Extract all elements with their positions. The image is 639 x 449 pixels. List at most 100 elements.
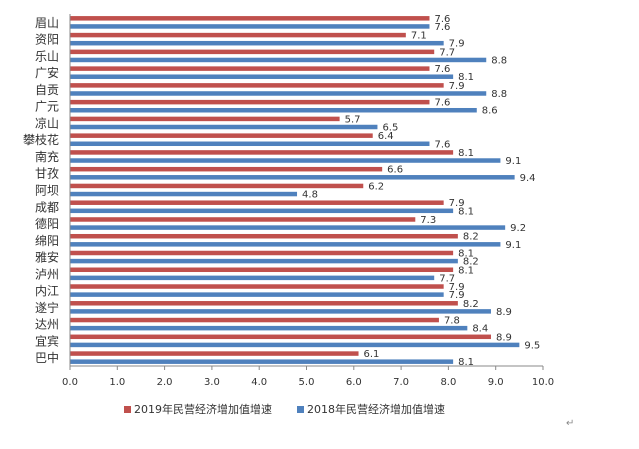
data-label-s0-1: 7.1 [411,31,427,42]
category-label-17: 遂宁 [35,300,59,315]
category-label-12: 德阳 [35,216,59,231]
bar-s1-18 [70,325,468,331]
category-label-0: 眉山 [35,16,59,30]
data-label-s1-11: 8.1 [458,206,474,217]
category-label-4: 自贡 [35,83,59,97]
bar-s1-5 [70,107,477,113]
data-label-s1-2: 8.8 [491,55,507,66]
x-tick-label-10: 10.0 [532,377,554,388]
bar-s0-2 [70,49,435,55]
bar-s1-11 [70,208,454,214]
category-label-1: 资阳 [35,33,59,47]
bar-s1-9 [70,175,515,180]
data-label-s0-5: 7.6 [434,98,450,109]
category-label-7: 攀枝花 [23,132,59,147]
data-label-s1-19: 9.5 [524,340,540,351]
category-label-11: 成都 [35,200,59,214]
data-label-s0-14: 8.1 [458,248,474,259]
bar-s1-12 [70,225,506,230]
bar-s1-19 [70,342,520,348]
bar-s1-1 [70,40,444,46]
category-labels: 眉山资阳乐山广安自贡广元凉山攀枝花南充甘孜阿坝成都德阳绵阳雅安泸州内江遂宁达州宜… [23,16,59,365]
bar-s0-5 [70,99,430,105]
data-label-s1-17: 8.9 [496,307,512,318]
category-label-14: 雅安 [35,250,59,265]
bar-s0-14 [70,250,454,256]
data-label-s0-7: 6.4 [378,131,394,142]
data-label-s0-15: 8.1 [458,265,474,276]
data-label-s0-6: 5.7 [345,114,361,125]
data-label-s0-11: 7.9 [449,198,465,209]
data-label-s1-3: 8.1 [458,72,474,83]
data-label-s0-20: 6.1 [364,349,380,360]
x-tick-label-0: 0.0 [62,377,78,388]
category-label-20: 巴中 [35,350,59,365]
bar-s0-13 [70,233,458,239]
data-label-s1-1: 7.9 [449,39,465,50]
data-label-s1-15: 7.7 [439,273,455,284]
bar-s1-13 [70,242,501,247]
category-label-9: 甘孜 [35,167,59,181]
data-label-s1-5: 8.6 [482,106,498,117]
bar-s0-7 [70,133,373,138]
bar-s0-4 [70,83,444,88]
x-tick-label-7: 7.0 [393,377,409,388]
bar-s1-4 [70,91,487,96]
category-label-13: 绵阳 [35,234,59,248]
bar-s0-15 [70,267,454,273]
data-label-s1-4: 8.8 [491,89,507,100]
x-tick-label-5: 5.0 [299,377,315,388]
category-label-5: 广元 [35,100,59,114]
data-label-s1-9: 9.4 [520,173,536,184]
x-tick-label-8: 8.0 [440,377,456,388]
category-label-16: 内江 [35,284,59,298]
bar-s1-8 [70,158,501,163]
data-label-s0-18: 7.8 [444,316,460,327]
category-label-10: 阿坝 [35,184,59,198]
bar-s0-1 [70,32,406,38]
data-label-s1-0: 7.6 [434,22,450,33]
bar-s1-16 [70,292,444,297]
legend-swatch-0 [124,406,131,413]
bar-s0-6 [70,116,340,122]
category-label-19: 宜宾 [35,333,59,348]
bar-s0-10 [70,183,364,189]
category-label-18: 达州 [35,318,59,332]
category-label-2: 乐山 [35,49,59,63]
bar-s0-11 [70,200,444,205]
bar-s0-16 [70,284,444,289]
data-label-s0-9: 6.6 [387,165,403,176]
x-tick-label-6: 6.0 [346,377,362,388]
legend-label-0: 2019年民营经济增加值增速 [134,402,272,416]
data-label-s1-16: 7.9 [449,290,465,301]
x-tick-label-9: 9.0 [488,377,504,388]
x-axis-ticks: 0.0 1.0 2.0 3.0 4.0 5.0 6.0 7.0 8.0 9.0 10.0 [62,366,554,388]
bar-s1-3 [70,74,454,79]
x-tick-label-3: 3.0 [204,377,220,388]
data-label-s1-6: 6.5 [382,123,398,134]
x-tick-label-4: 4.0 [251,377,267,388]
legend-label-1: 2018年民营经济增加值增速 [307,402,445,416]
x-tick-label-2: 2.0 [157,377,173,388]
data-label-s0-8: 8.1 [458,148,474,159]
bar-s0-20 [70,351,359,356]
data-label-s1-14: 8.2 [463,257,479,268]
data-label-s0-0: 7.6 [434,14,450,25]
bar-s0-18 [70,317,439,323]
category-label-6: 凉山 [35,115,59,130]
bar-s1-7 [70,141,430,147]
bar-s0-12 [70,217,416,222]
bar-s1-10 [70,191,298,197]
data-label-s0-4: 7.9 [449,81,465,92]
bar-s1-0 [70,24,430,29]
paragraph-mark: ↵ [566,418,574,429]
data-label-s1-18: 8.4 [472,324,488,335]
bar-s0-19 [70,334,491,340]
bar-s1-6 [70,124,378,130]
legend: 2019年民营经济增加值增速 2018年民营经济增加值增速 [124,402,445,416]
category-label-3: 广安 [35,65,59,80]
bar-s0-9 [70,166,383,172]
category-label-15: 泸州 [35,267,59,281]
